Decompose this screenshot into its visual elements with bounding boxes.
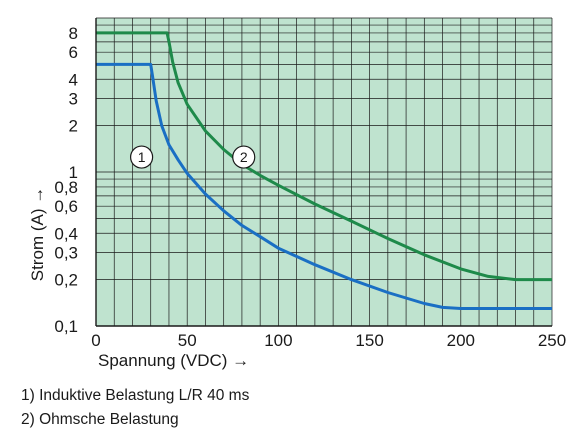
y-tick-label: 0,8 bbox=[54, 178, 78, 197]
x-tick-label: 50 bbox=[178, 331, 197, 350]
footnotes: 1) Induktive Belastung L/R 40 ms 2) Ohms… bbox=[21, 384, 249, 432]
axes bbox=[95, 18, 552, 327]
y-tick-label: 1 bbox=[69, 163, 78, 182]
y-tick-label: 2 bbox=[69, 117, 78, 136]
x-axis-label: Spannung (VDC) → bbox=[98, 351, 249, 370]
x-tick-label: 250 bbox=[538, 331, 566, 350]
series-marker-1 bbox=[130, 145, 154, 169]
footnote-1: 1) Induktive Belastung L/R 40 ms bbox=[21, 387, 250, 404]
series-line-1 bbox=[96, 62, 552, 310]
y-tick-label: 8 bbox=[69, 24, 78, 43]
footnote-2: 2) Ohmsche Belastung bbox=[21, 411, 179, 428]
x-tick-labels: 0 50 100 150 200 250 bbox=[91, 331, 566, 350]
grid bbox=[95, 17, 553, 327]
series-line-2 bbox=[96, 31, 552, 282]
y-tick-label: 0,2 bbox=[54, 271, 78, 290]
y-tick-label: 6 bbox=[69, 43, 78, 62]
x-tick-label: 100 bbox=[264, 331, 292, 350]
y-tick-label: 0,6 bbox=[54, 197, 78, 216]
series-marker-label-1: 1 bbox=[138, 149, 146, 165]
x-tick-label: 200 bbox=[447, 331, 475, 350]
series-group bbox=[96, 31, 552, 310]
x-tick-label: 0 bbox=[91, 331, 100, 350]
y-tick-labels: 0,1 0,2 0,30,4 0,60,81 2 34 68 bbox=[54, 24, 78, 336]
y-tick-label: 4 bbox=[69, 70, 78, 89]
x-tick-label: 150 bbox=[355, 331, 383, 350]
y-tick-label: 3 bbox=[69, 90, 78, 109]
y-tick-label: 0,1 bbox=[54, 317, 78, 336]
series-marker-label-2: 2 bbox=[240, 149, 248, 165]
series-marker-2 bbox=[232, 145, 256, 169]
y-axis-label: Strom (A) → bbox=[28, 187, 47, 281]
y-tick-label: 0,3 bbox=[54, 244, 78, 263]
y-tick-label: 0,4 bbox=[54, 224, 78, 243]
